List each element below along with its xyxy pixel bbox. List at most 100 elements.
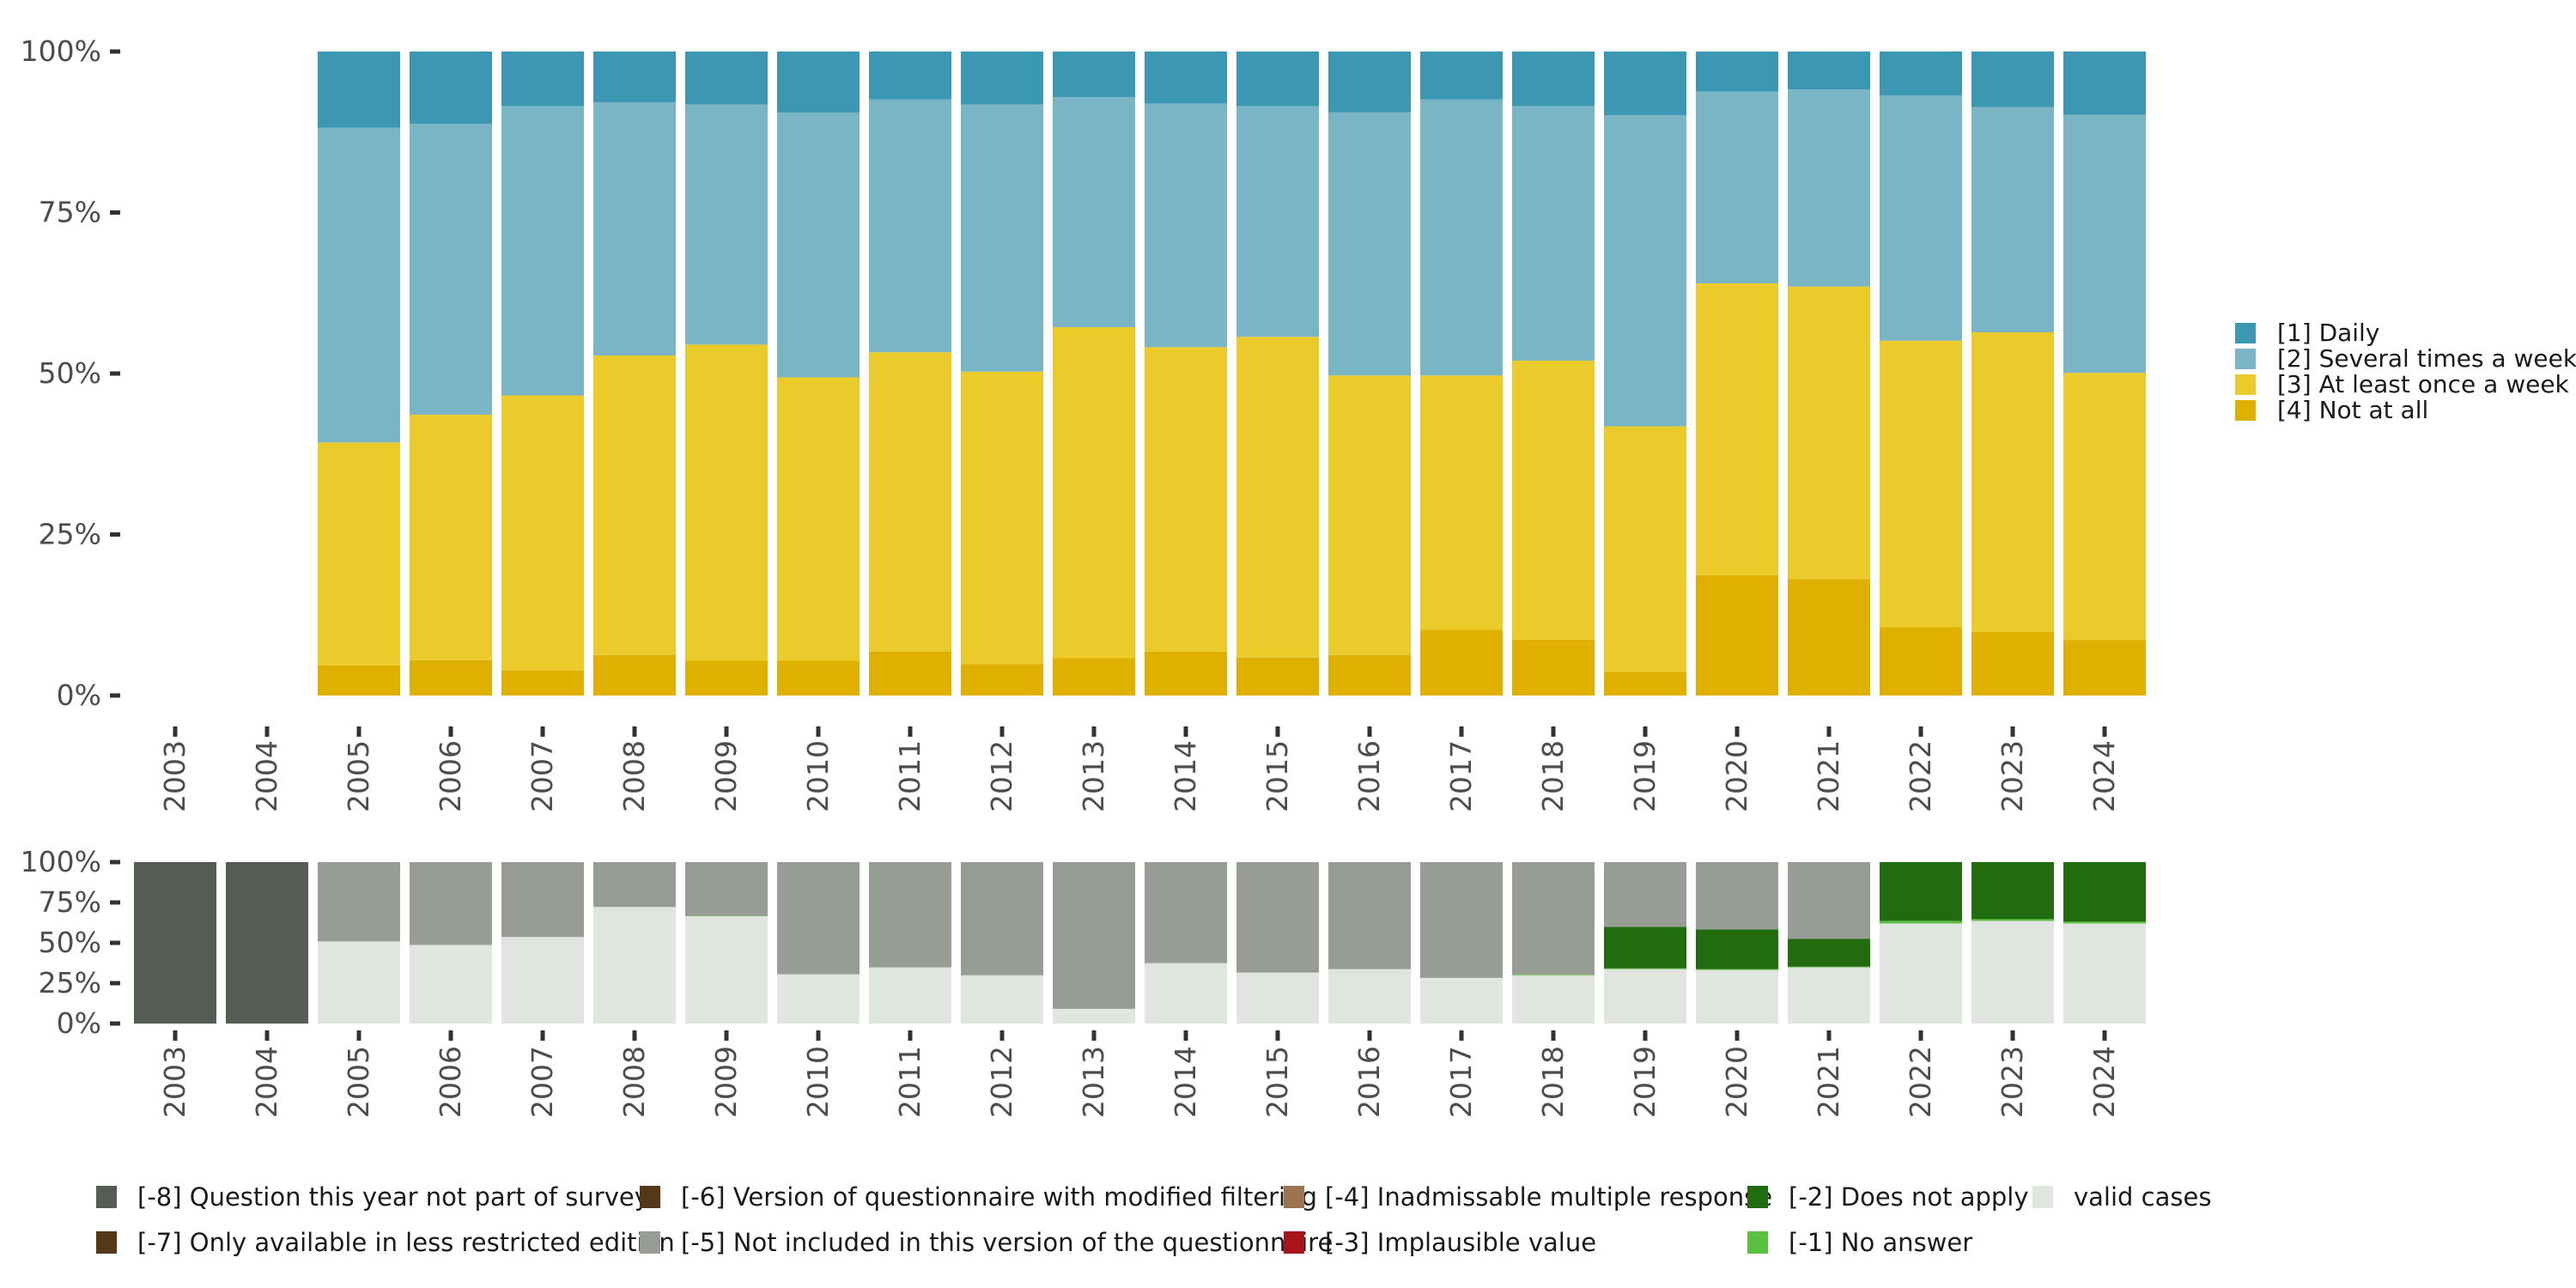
bar-segment [1788,862,1870,939]
bottom-bars [134,862,2146,1024]
bar-segment [961,371,1043,665]
bar-segment [869,352,951,652]
bar-segment [869,99,951,353]
x-tick-mark [1826,1030,1832,1041]
bar-segment [1604,115,1686,427]
x-tick-mark [999,1030,1005,1041]
bar-segment [1328,375,1411,655]
x-tick-mark [724,1030,729,1041]
bar-segment [1696,574,1778,696]
bar-segment [226,862,308,1024]
x-tick-label: 2006 [434,1046,467,1118]
y-tick-mark [110,940,120,945]
bar-segment [1971,106,2054,332]
y-tick-mark [110,693,120,698]
y-tick-mark [110,532,120,537]
x-tick-label: 2022 [1904,1046,1937,1118]
top-y-axis: 0% 25% 50% 75% 100% [21,34,120,712]
bar-segment [1696,969,1778,1024]
bar-segment [685,660,768,696]
y-tick-mark [110,210,120,215]
bar-segment [593,52,676,103]
bar-segment [2063,921,2146,924]
bar-segment [869,652,951,696]
bar-segment [318,862,400,942]
x-tick-mark [1091,726,1097,737]
bar-segment [1053,658,1135,696]
bar-segment [1236,862,1319,973]
bar-segment [1512,52,1595,106]
x-tick-label: 2013 [1077,1046,1110,1118]
x-tick-mark [173,1030,178,1041]
x-tick-label: 2020 [1720,1046,1753,1118]
x-tick-mark [632,726,637,737]
bar-segment [1604,671,1686,696]
bar-segment [961,862,1043,975]
bar-segment [1512,639,1595,696]
legend-key [1284,1186,1304,1208]
bar-segment [1512,862,1595,975]
bar-segment [593,654,676,696]
bar-segment [961,104,1043,372]
x-tick-mark [2010,1030,2015,1041]
bar-segment [1053,52,1135,98]
legend-label: [-7] Only available in less restricted e… [137,1228,675,1257]
bar-segment [501,106,584,396]
x-tick-mark [1551,726,1556,737]
bar-segment [2063,862,2146,922]
x-tick-label: 2011 [893,740,927,812]
x-tick-label: 2008 [617,1046,651,1118]
bar-segment [1788,52,1870,90]
x-tick-label: 2020 [1720,740,1753,812]
bar-segment [1053,97,1135,327]
legend-label: [2] Several times a week [2277,344,2576,373]
x-tick-label: 2010 [801,740,835,812]
bar-segment [410,52,492,124]
bar-segment [777,112,860,378]
x-tick-mark [1459,726,1464,737]
bar-segment [1328,112,1411,376]
x-tick-mark [1918,726,1923,737]
x-tick-label: 2007 [526,1046,559,1118]
bar-segment [1145,347,1227,652]
bar-segment [1696,929,1778,969]
bar-segment [1696,862,1778,930]
x-tick-mark [1826,726,1832,737]
x-tick-label: 2003 [158,1046,191,1118]
bar-segment [501,395,584,671]
x-tick-label: 2012 [985,740,1018,812]
bar-segment [593,862,676,908]
legend-label: [-6] Version of questionnaire with modif… [681,1182,1317,1212]
x-tick-label: 2015 [1261,1046,1294,1118]
bar-segment [1971,920,2054,1024]
bar-segment [501,937,584,1024]
bar-segment [1145,862,1227,963]
x-tick-mark [816,726,821,737]
bar-segment [961,664,1043,696]
bar-segment [501,52,584,106]
x-tick-label: 2016 [1352,740,1386,812]
bar-segment [1788,89,1870,287]
x-tick-label: 2005 [342,1046,375,1118]
bar-segment [1420,977,1503,1024]
bar-segment [685,915,768,916]
legend-label: [-3] Implausible value [1325,1228,1596,1257]
bar-segment [1328,654,1411,696]
y-tick-label: 100% [21,34,101,68]
x-tick-label: 2012 [985,1046,1018,1118]
bar-segment [318,442,400,665]
bar-segment [1696,969,1778,970]
bar-segment [869,52,951,100]
y-tick-label: 25% [39,966,101,999]
bar-segment [1880,340,1962,628]
bar-segment [1880,862,1962,921]
x-tick-mark [1735,726,1740,737]
y-tick-label: 25% [39,518,101,551]
x-tick-mark [264,1030,270,1041]
bar-segment [1512,106,1595,361]
bottom-x-axis: 2003 2004 2005 2006 2007 2008 2009 2010 2011 2012… [158,1030,2121,1118]
bar-segment [1236,106,1319,337]
bar-segment [1696,91,1778,283]
x-tick-label: 2023 [1996,740,2029,812]
